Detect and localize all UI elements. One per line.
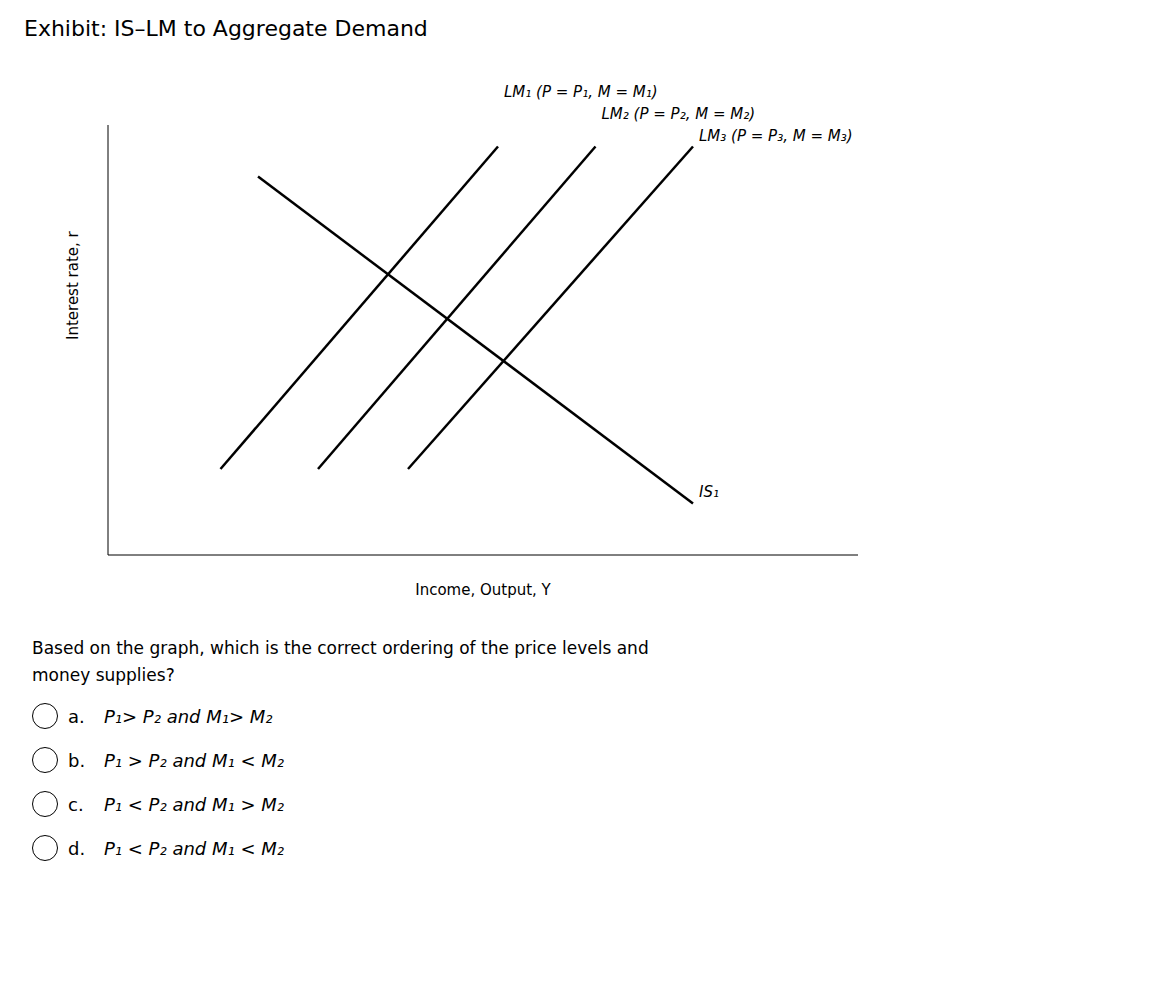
svg-text:LM₂ (P = P₂, M = M₂): LM₂ (P = P₂, M = M₂) [602,105,756,123]
html-text:b.: b. [68,749,86,771]
svg-text:Interest rate, r: Interest rate, r [64,230,82,340]
html-text:P₁ < P₂ and M₁ > M₂: P₁ < P₂ and M₁ > M₂ [104,793,284,815]
html-text:a.: a. [68,705,85,727]
html-text:P₁ > P₂ and M₁ < M₂: P₁ > P₂ and M₁ < M₂ [104,749,284,771]
html-text:Based on the graph, which is t: Based on the graph, which is the correct… [32,638,649,686]
html-text:P₁ < P₂ and M₁ < M₂: P₁ < P₂ and M₁ < M₂ [104,837,284,859]
html-text:c.: c. [68,793,84,815]
svg-text:Income, Output, Y: Income, Output, Y [415,581,551,599]
html-text:Exhibit: IS–LM to Aggregate De: Exhibit: IS–LM to Aggregate Demand [24,16,428,41]
svg-text:LM₃ (P = P₃, M = M₃): LM₃ (P = P₃, M = M₃) [699,127,853,145]
html-text:P₁> P₂ and M₁> M₂: P₁> P₂ and M₁> M₂ [104,705,273,727]
svg-text:IS₁: IS₁ [699,483,719,501]
svg-text:LM₁ (P = P₁, M = M₁): LM₁ (P = P₁, M = M₁) [504,83,658,101]
html-text:d.: d. [68,837,86,859]
